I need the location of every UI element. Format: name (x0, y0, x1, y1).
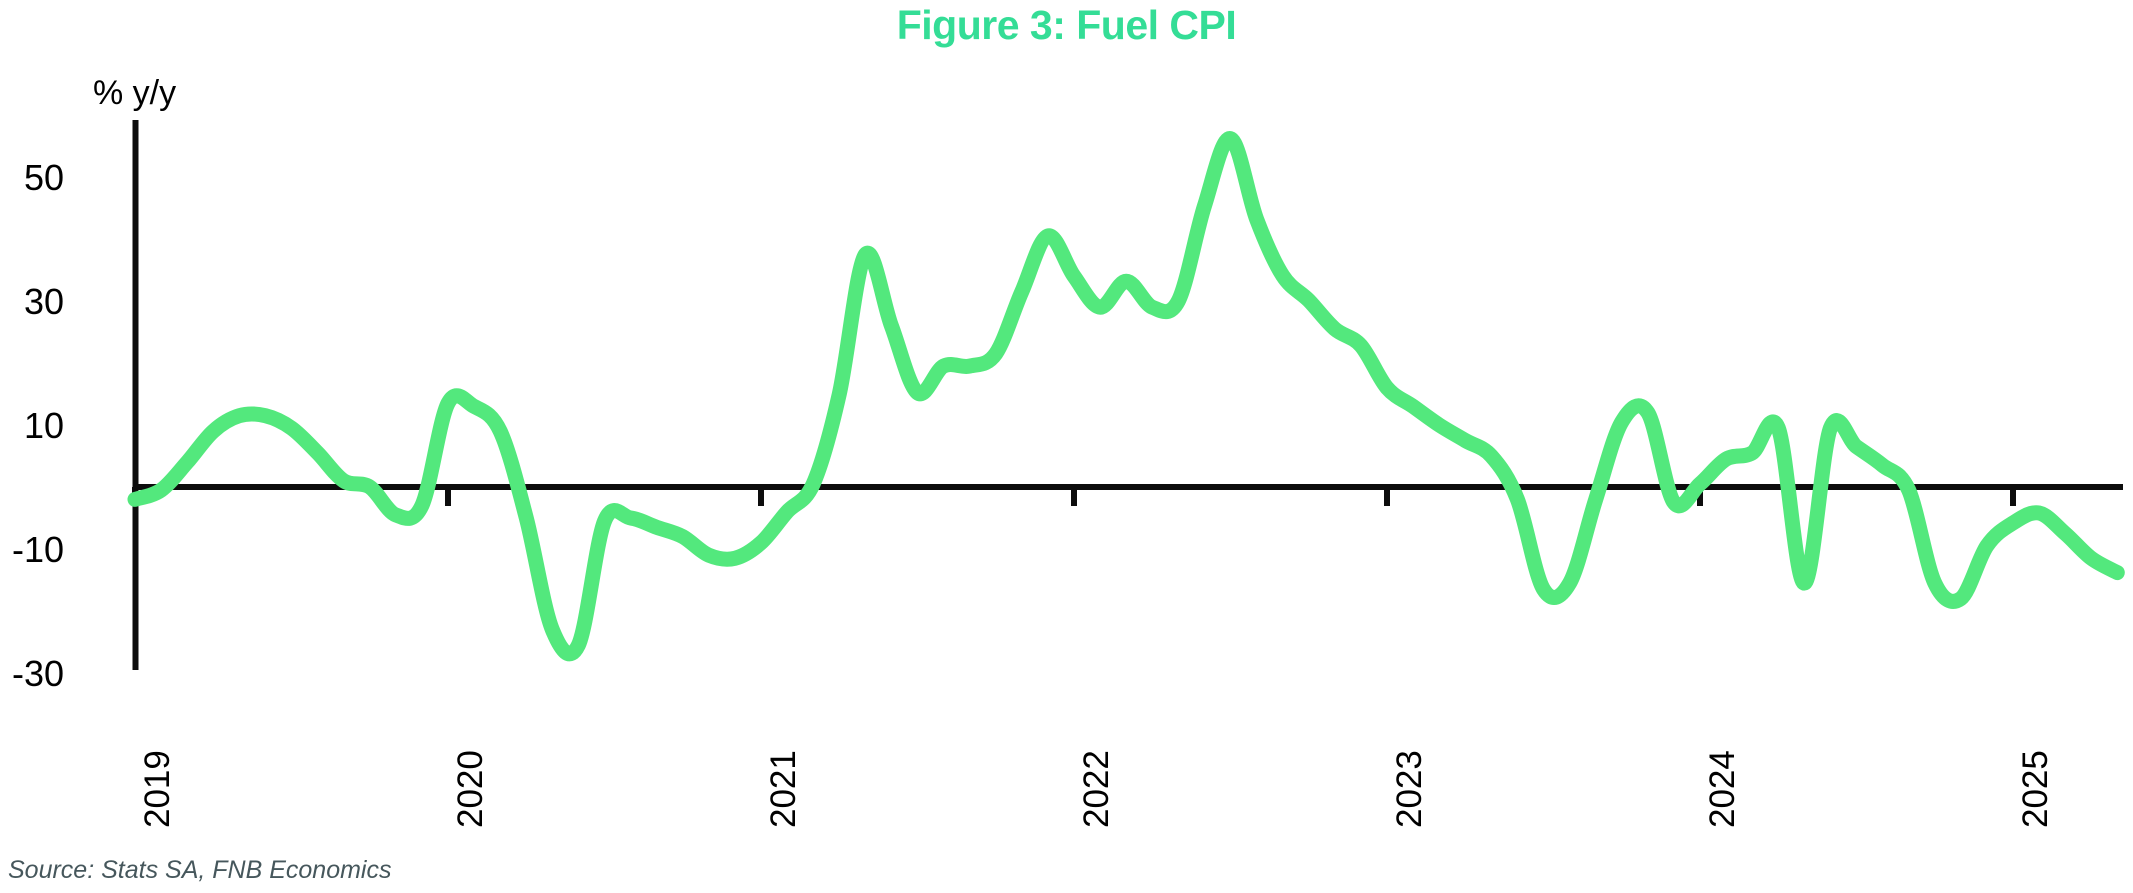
y-tick-label: 30 (24, 281, 64, 322)
x-tick-label: 2024 (1703, 750, 1742, 828)
source-note: Source: Stats SA, FNB Economics (8, 856, 392, 884)
y-tick-label: -10 (12, 529, 64, 570)
y-tick-label: 10 (24, 405, 64, 446)
y-tick-label: -30 (12, 653, 64, 694)
x-tick-label: 2022 (1077, 750, 1116, 828)
y-tick-label: 50 (24, 157, 64, 198)
chart-title: Figure 3: Fuel CPI (896, 2, 1237, 48)
y-axis-unit-label: % y/y (93, 74, 177, 112)
fuel-cpi-line (127, 131, 2125, 662)
x-tick-label: 2025 (2016, 750, 2055, 828)
x-tick-label: 2020 (451, 750, 490, 828)
x-tick-label: 2019 (138, 750, 177, 828)
x-tick-label: 2023 (1390, 750, 1429, 828)
x-tick-label: 2021 (764, 750, 803, 828)
